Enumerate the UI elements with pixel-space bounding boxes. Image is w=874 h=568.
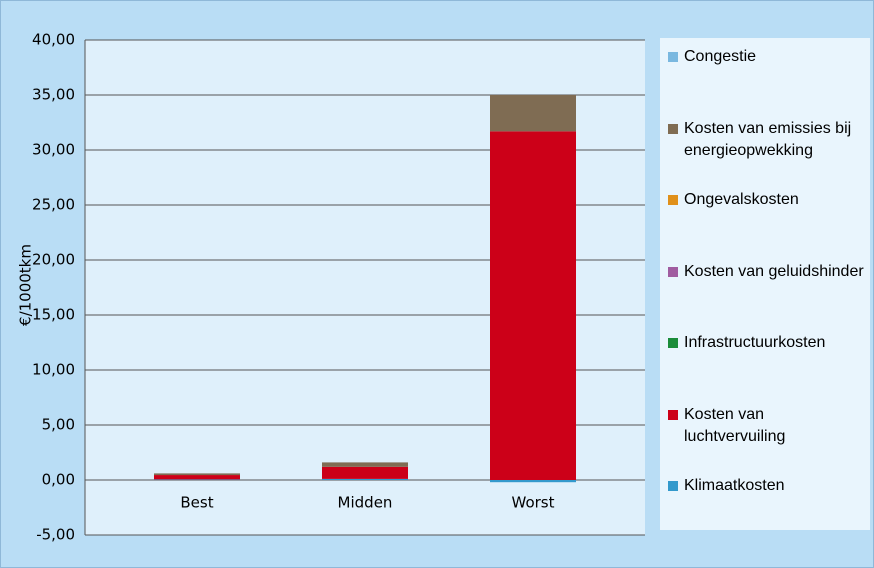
x-tick-label: Best	[180, 494, 213, 512]
bar-segment	[490, 480, 576, 483]
legend-swatch	[668, 481, 678, 491]
legend-swatch	[668, 52, 678, 62]
bar-segment	[154, 473, 240, 476]
y-tick-label: 0,00	[42, 471, 75, 489]
legend-label: Kosten van luchtvervuiling	[684, 405, 786, 445]
bar-segment	[322, 466, 408, 479]
y-tick-label: 25,00	[32, 196, 75, 214]
y-tick-label: 35,00	[32, 86, 75, 104]
bar-segment	[154, 475, 240, 480]
legend-swatch	[668, 123, 678, 134]
legend-label: Infrastructuurkosten	[684, 334, 826, 351]
x-tick-label: Midden	[338, 494, 393, 512]
legend-label: Kosten van emissies bij energieopwekking	[684, 119, 852, 159]
x-tick-label: Worst	[512, 494, 555, 512]
y-tick-label: 10,00	[32, 361, 75, 379]
legend-label: Ongevalskosten	[684, 191, 799, 208]
bar-segment	[154, 479, 240, 480]
legend-item: Congestie	[668, 46, 864, 68]
bar-segment	[322, 462, 408, 467]
legend-swatch	[668, 195, 678, 205]
legend-swatch	[668, 338, 678, 348]
y-tick-label: 40,00	[32, 31, 75, 49]
legend-item: Kosten van emissies bij energieopwekking	[668, 118, 864, 162]
y-axis-label: €/1000tkm	[17, 244, 35, 326]
bar-segment	[490, 95, 576, 132]
legend-swatch	[668, 266, 678, 277]
legend-item: Ongevalskosten	[668, 189, 864, 211]
legend-item: Kosten van geluidshinder	[668, 261, 864, 283]
y-tick-label: 30,00	[32, 141, 75, 159]
legend-item: Kosten van luchtvervuiling	[668, 404, 864, 448]
legend-label: Kosten van geluidshinder	[684, 262, 864, 280]
bar-segment	[322, 478, 408, 480]
bar-segment	[490, 131, 576, 481]
legend-label: Klimaatkosten	[684, 477, 785, 494]
legend-item: Klimaatkosten	[668, 475, 864, 497]
y-tick-label: 15,00	[32, 306, 75, 324]
legend-label: Congestie	[684, 48, 757, 65]
y-tick-label: -5,00	[36, 526, 75, 544]
legend-swatch	[668, 409, 678, 420]
legend-item: Infrastructuurkosten	[668, 332, 864, 354]
legend-box	[660, 38, 870, 530]
y-tick-label: 5,00	[42, 416, 75, 434]
y-tick-label: 20,00	[32, 251, 75, 269]
